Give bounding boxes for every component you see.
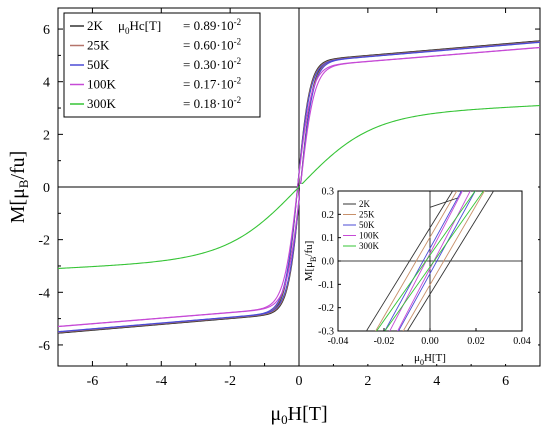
x-tick-label: -6 (87, 374, 99, 389)
y-axis-label: M[μB/fu] (7, 151, 31, 224)
inset-y-tick-label: 0.1 (322, 233, 335, 244)
legend-header: μ0Hc[T] (118, 18, 161, 36)
y-tick-label: 4 (43, 76, 50, 91)
x-tick-label: 6 (502, 374, 509, 389)
x-axis-label: μ0H[T] (270, 403, 327, 427)
inset-branch-300K (376, 191, 476, 331)
inset-x-tick-label: 0.02 (467, 336, 485, 347)
inset-legend-label-2K: 2K (359, 199, 371, 209)
inset-legend-label-25K: 25K (359, 210, 375, 220)
inset-y-tick-label: -0.2 (318, 303, 334, 314)
legend-label-25K: 25K (87, 38, 110, 53)
inset-y-axis-label: M[μB/fu] (303, 241, 318, 282)
inset-branch-2K (406, 191, 495, 331)
legend-value-50K: = 0.30·10-2 (183, 56, 241, 72)
legend-label-100K: 100K (87, 77, 117, 92)
series-line-300K (57, 105, 541, 269)
legend-value-100K: = 0.17·10-2 (183, 76, 241, 92)
y-tick-label: -4 (38, 286, 50, 301)
inset-x-axis-label: μ0H[T] (414, 352, 446, 367)
x-tick-label: -2 (224, 374, 236, 389)
inset-y-tick-label: 0.2 (322, 210, 335, 221)
inset-x-tick-label: -0.04 (328, 336, 349, 347)
y-tick-label: -6 (38, 339, 50, 354)
inset-plot: -0.04 -0.02 0.00 0.02 0.04 -0.3 -0.2 -0.1 0.0 0.1… (300, 184, 538, 367)
inset-legend-label-50K: 50K (359, 220, 375, 230)
legend-value-300K: = 0.18·10-2 (183, 95, 241, 111)
y-tick-label: 6 (43, 23, 50, 38)
inset-branch-25K (402, 191, 485, 331)
legend-label-50K: 50K (87, 57, 110, 72)
inset-x-tick-label: 0.00 (421, 336, 439, 347)
inset-y-tick-label: 0.0 (322, 257, 335, 268)
inset-y-tick-label: -0.1 (318, 280, 334, 291)
legend-value-25K: = 0.60·10-2 (183, 37, 241, 53)
series-line-100K-return (58, 47, 541, 328)
inset-legend-label-300K: 300K (359, 241, 380, 251)
legend-value-2K: = 0.89·10-2 (183, 17, 241, 33)
inset-x-tick-label: -0.02 (374, 336, 395, 347)
x-tick-label: 0 (296, 374, 303, 389)
inset-y-tick-label: 0.3 (322, 187, 335, 198)
x-tick-label: 4 (433, 374, 440, 389)
inset-branch-50K (398, 191, 476, 331)
inset-legend-label-100K: 100K (359, 231, 380, 241)
inset-2k-top-segment (429, 197, 458, 208)
inset-y-tick-label: -0.3 (318, 327, 334, 338)
legend-box (63, 12, 261, 118)
x-tick-label: 2 (364, 374, 371, 389)
legend-label-2K: 2K (87, 18, 104, 33)
y-tick-label: 0 (43, 181, 50, 196)
inset-branch-25K (375, 191, 458, 331)
inset-x-tick-label: 0.04 (513, 336, 531, 347)
main-plot: -6 -4 -2 0 2 4 6 -6 -4 -2 0 2 4 6 μ0H[T] M[μB/fu] 2K μ0Hc… (7, 7, 541, 427)
inset-branch-2K (365, 191, 454, 331)
inset-branch-50K (384, 191, 462, 331)
inset-branch-300K (384, 191, 484, 331)
legend: 2K μ0Hc[T] = 0.89·10-2 25K = 0.60·10-2 50K = 0… (63, 12, 261, 118)
y-tick-label: 2 (43, 128, 50, 143)
legend-label-300K: 300K (87, 96, 117, 111)
y-tick-label: -2 (38, 234, 50, 249)
x-tick-label: -4 (155, 374, 167, 389)
